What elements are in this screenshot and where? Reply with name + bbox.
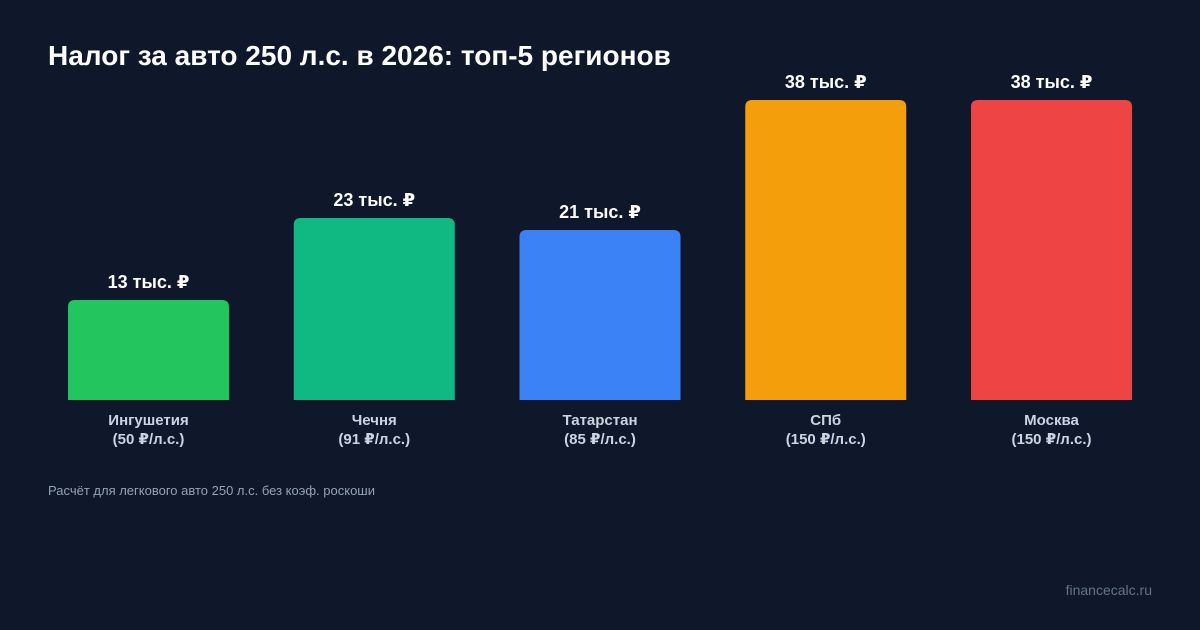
bar-value-label: 23 тыс. ₽ xyxy=(333,190,415,210)
rate-label: (150 ₽/л.с.) xyxy=(1012,431,1092,448)
site-watermark: financecalc.ru xyxy=(1065,582,1152,598)
category-label: Чечня xyxy=(352,412,397,429)
bar-1 xyxy=(68,300,229,400)
bar-4 xyxy=(745,100,907,400)
rate-label: (91 ₽/л.с.) xyxy=(338,431,410,448)
category-label: Ингушетия xyxy=(108,412,188,429)
bar-value-label: 13 тыс. ₽ xyxy=(108,272,190,292)
bar-value-label: 38 тыс. ₽ xyxy=(1011,72,1093,92)
footnote: Расчёт для легкового авто 250 л.с. без к… xyxy=(48,483,375,498)
bar-3 xyxy=(519,230,681,400)
rate-label: (85 ₽/л.с.) xyxy=(564,431,636,448)
bar-value-label: 38 тыс. ₽ xyxy=(785,72,867,92)
bar-2 xyxy=(293,218,455,400)
bar-chart: 13 тыс. ₽ Ингушетия (50 ₽/л.с.) 23 тыс. ₽ Че… xyxy=(68,72,1132,448)
category-label: Татарстан xyxy=(562,412,637,429)
rate-label: (150 ₽/л.с.) xyxy=(786,431,866,448)
rate-label: (50 ₽/л.с.) xyxy=(113,431,185,448)
chart-title: Налог за авто 250 л.с. в 2026: топ-5 рег… xyxy=(48,40,671,71)
category-label: Москва xyxy=(1024,412,1079,429)
bar-value-label: 21 тыс. ₽ xyxy=(559,202,641,222)
bar-5 xyxy=(971,100,1132,400)
category-label: СПб xyxy=(810,412,841,429)
